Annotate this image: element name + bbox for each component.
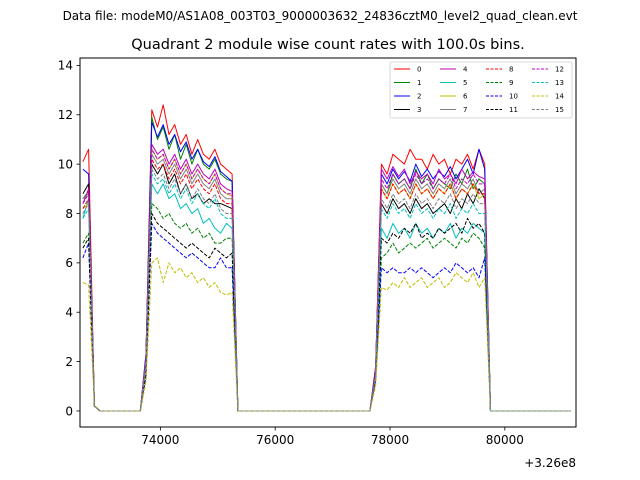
y-tick-label: 2	[65, 355, 73, 369]
series-layer	[82, 104, 571, 412]
y-axis: 0 2 4 6 8 10 12 14	[58, 59, 80, 418]
legend-label-8: 8	[509, 66, 513, 74]
legend-label-13: 13	[555, 79, 564, 87]
axes-frame	[79, 57, 577, 428]
axes-background	[80, 58, 576, 427]
plot-area	[79, 57, 577, 428]
y-tick-label: 4	[65, 306, 73, 320]
x-tick-label: 80000	[486, 433, 524, 447]
legend-label-6: 6	[463, 93, 468, 101]
legend-label-9: 9	[509, 79, 513, 87]
legend-label-7: 7	[463, 106, 467, 114]
legend-label-15: 15	[555, 106, 564, 114]
y-tick-label: 8	[65, 207, 73, 221]
y-tick-label: 10	[58, 157, 73, 171]
figure-suptitle: Data file: modeM0/AS1A08_003T03_90000036…	[63, 9, 578, 23]
legend-label-14: 14	[555, 93, 564, 101]
y-tick-label: 14	[58, 59, 73, 73]
legend-box	[389, 61, 573, 119]
legend-label-3: 3	[417, 106, 421, 114]
legend-label-1: 1	[417, 79, 421, 87]
y-tick-label: 12	[58, 108, 73, 122]
x-tick-label: 78000	[371, 433, 409, 447]
x-axis: 74000 76000 78000 80000	[141, 427, 524, 447]
chart-title: Quadrant 2 module wise count rates with …	[131, 37, 525, 53]
legend-label-4: 4	[463, 66, 468, 74]
legend-label-5: 5	[463, 79, 467, 87]
legend-label-10: 10	[509, 93, 518, 101]
x-tick-label: 74000	[141, 433, 179, 447]
legend-label-11: 11	[509, 106, 518, 114]
y-tick-label: 0	[65, 404, 73, 418]
legend-label-0: 0	[417, 66, 421, 74]
legend-label-12: 12	[555, 66, 564, 74]
legend-label-2: 2	[417, 93, 421, 101]
y-tick-label: 6	[65, 256, 73, 270]
x-axis-offset-label: +3.26e8	[524, 456, 576, 470]
x-tick-label: 76000	[256, 433, 294, 447]
series-line-15	[82, 168, 571, 412]
